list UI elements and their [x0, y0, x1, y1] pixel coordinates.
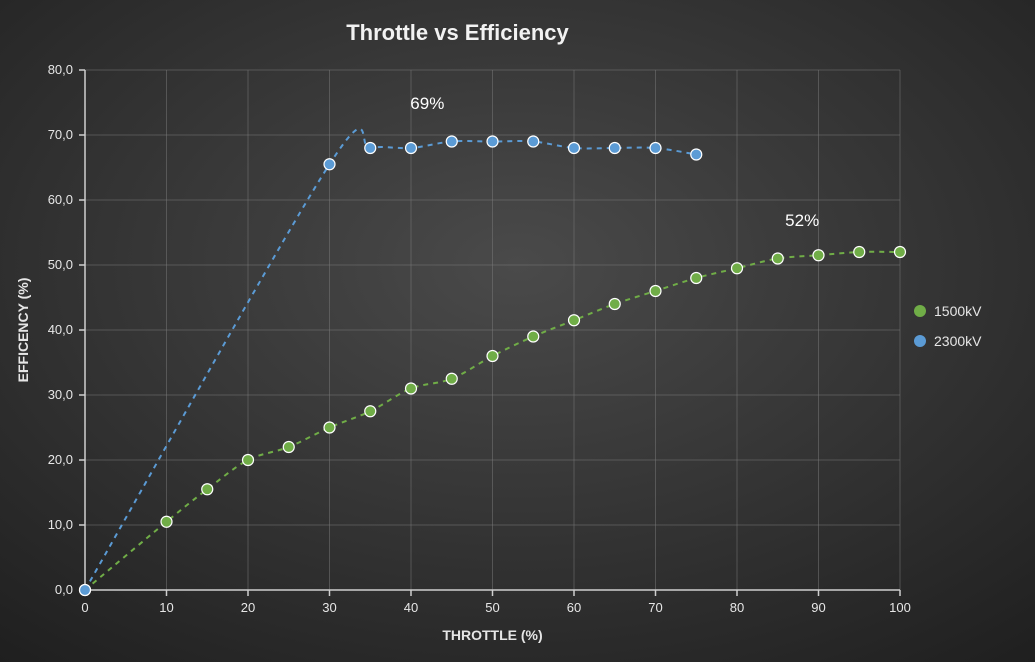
- data-point: [446, 136, 457, 147]
- y-axis-label: EFFICENCY (%): [15, 278, 31, 383]
- x-tick-label: 70: [648, 600, 662, 615]
- data-point: [406, 143, 417, 154]
- legend-marker: [914, 305, 926, 317]
- data-point: [569, 315, 580, 326]
- data-point: [609, 143, 620, 154]
- data-point: [813, 250, 824, 261]
- data-point: [609, 299, 620, 310]
- data-point: [324, 159, 335, 170]
- annotation-label: 52%: [785, 211, 819, 230]
- y-tick-label: 0,0: [55, 582, 73, 597]
- data-point: [243, 455, 254, 466]
- x-tick-label: 50: [485, 600, 499, 615]
- data-point: [650, 286, 661, 297]
- data-point: [528, 331, 539, 342]
- chart-container: Throttle vs Efficiency 0 10 20 30 40 50 60 70 80 9…: [0, 0, 1035, 662]
- data-point: [487, 351, 498, 362]
- x-tick-label: 40: [404, 600, 418, 615]
- x-tick-label: 60: [567, 600, 581, 615]
- x-tick-label: 30: [322, 600, 336, 615]
- y-tick-label: 50,0: [48, 257, 73, 272]
- data-point: [365, 143, 376, 154]
- data-point: [324, 422, 335, 433]
- x-tick-label: 20: [241, 600, 255, 615]
- y-tick-label: 80,0: [48, 62, 73, 77]
- x-tick-label: 100: [889, 600, 911, 615]
- y-tick-label: 60,0: [48, 192, 73, 207]
- data-point: [650, 143, 661, 154]
- y-tick-label: 30,0: [48, 387, 73, 402]
- data-point: [895, 247, 906, 258]
- y-tick-label: 10,0: [48, 517, 73, 532]
- x-tick-label: 90: [811, 600, 825, 615]
- x-tick-label: 0: [81, 600, 88, 615]
- data-point: [406, 383, 417, 394]
- data-point: [283, 442, 294, 453]
- x-tick-label: 10: [159, 600, 173, 615]
- data-point: [691, 273, 702, 284]
- data-point: [487, 136, 498, 147]
- data-point: [202, 484, 213, 495]
- data-point: [772, 253, 783, 264]
- y-tick-label: 70,0: [48, 127, 73, 142]
- data-point: [80, 585, 91, 596]
- data-point: [569, 143, 580, 154]
- data-point: [161, 516, 172, 527]
- legend-marker: [914, 335, 926, 347]
- chart-background: [0, 0, 1035, 662]
- data-point: [446, 373, 457, 384]
- data-point: [732, 263, 743, 274]
- annotation-label: 69%: [410, 94, 444, 113]
- data-point: [691, 149, 702, 160]
- legend-label: 1500kV: [934, 303, 982, 319]
- legend-label: 2300kV: [934, 333, 982, 349]
- x-tick-label: 80: [730, 600, 744, 615]
- chart-title: Throttle vs Efficiency: [346, 20, 569, 45]
- y-tick-label: 40,0: [48, 322, 73, 337]
- data-point: [365, 406, 376, 417]
- y-tick-label: 20,0: [48, 452, 73, 467]
- x-axis-label: THROTTLE (%): [442, 627, 542, 643]
- data-point: [528, 136, 539, 147]
- data-point: [854, 247, 865, 258]
